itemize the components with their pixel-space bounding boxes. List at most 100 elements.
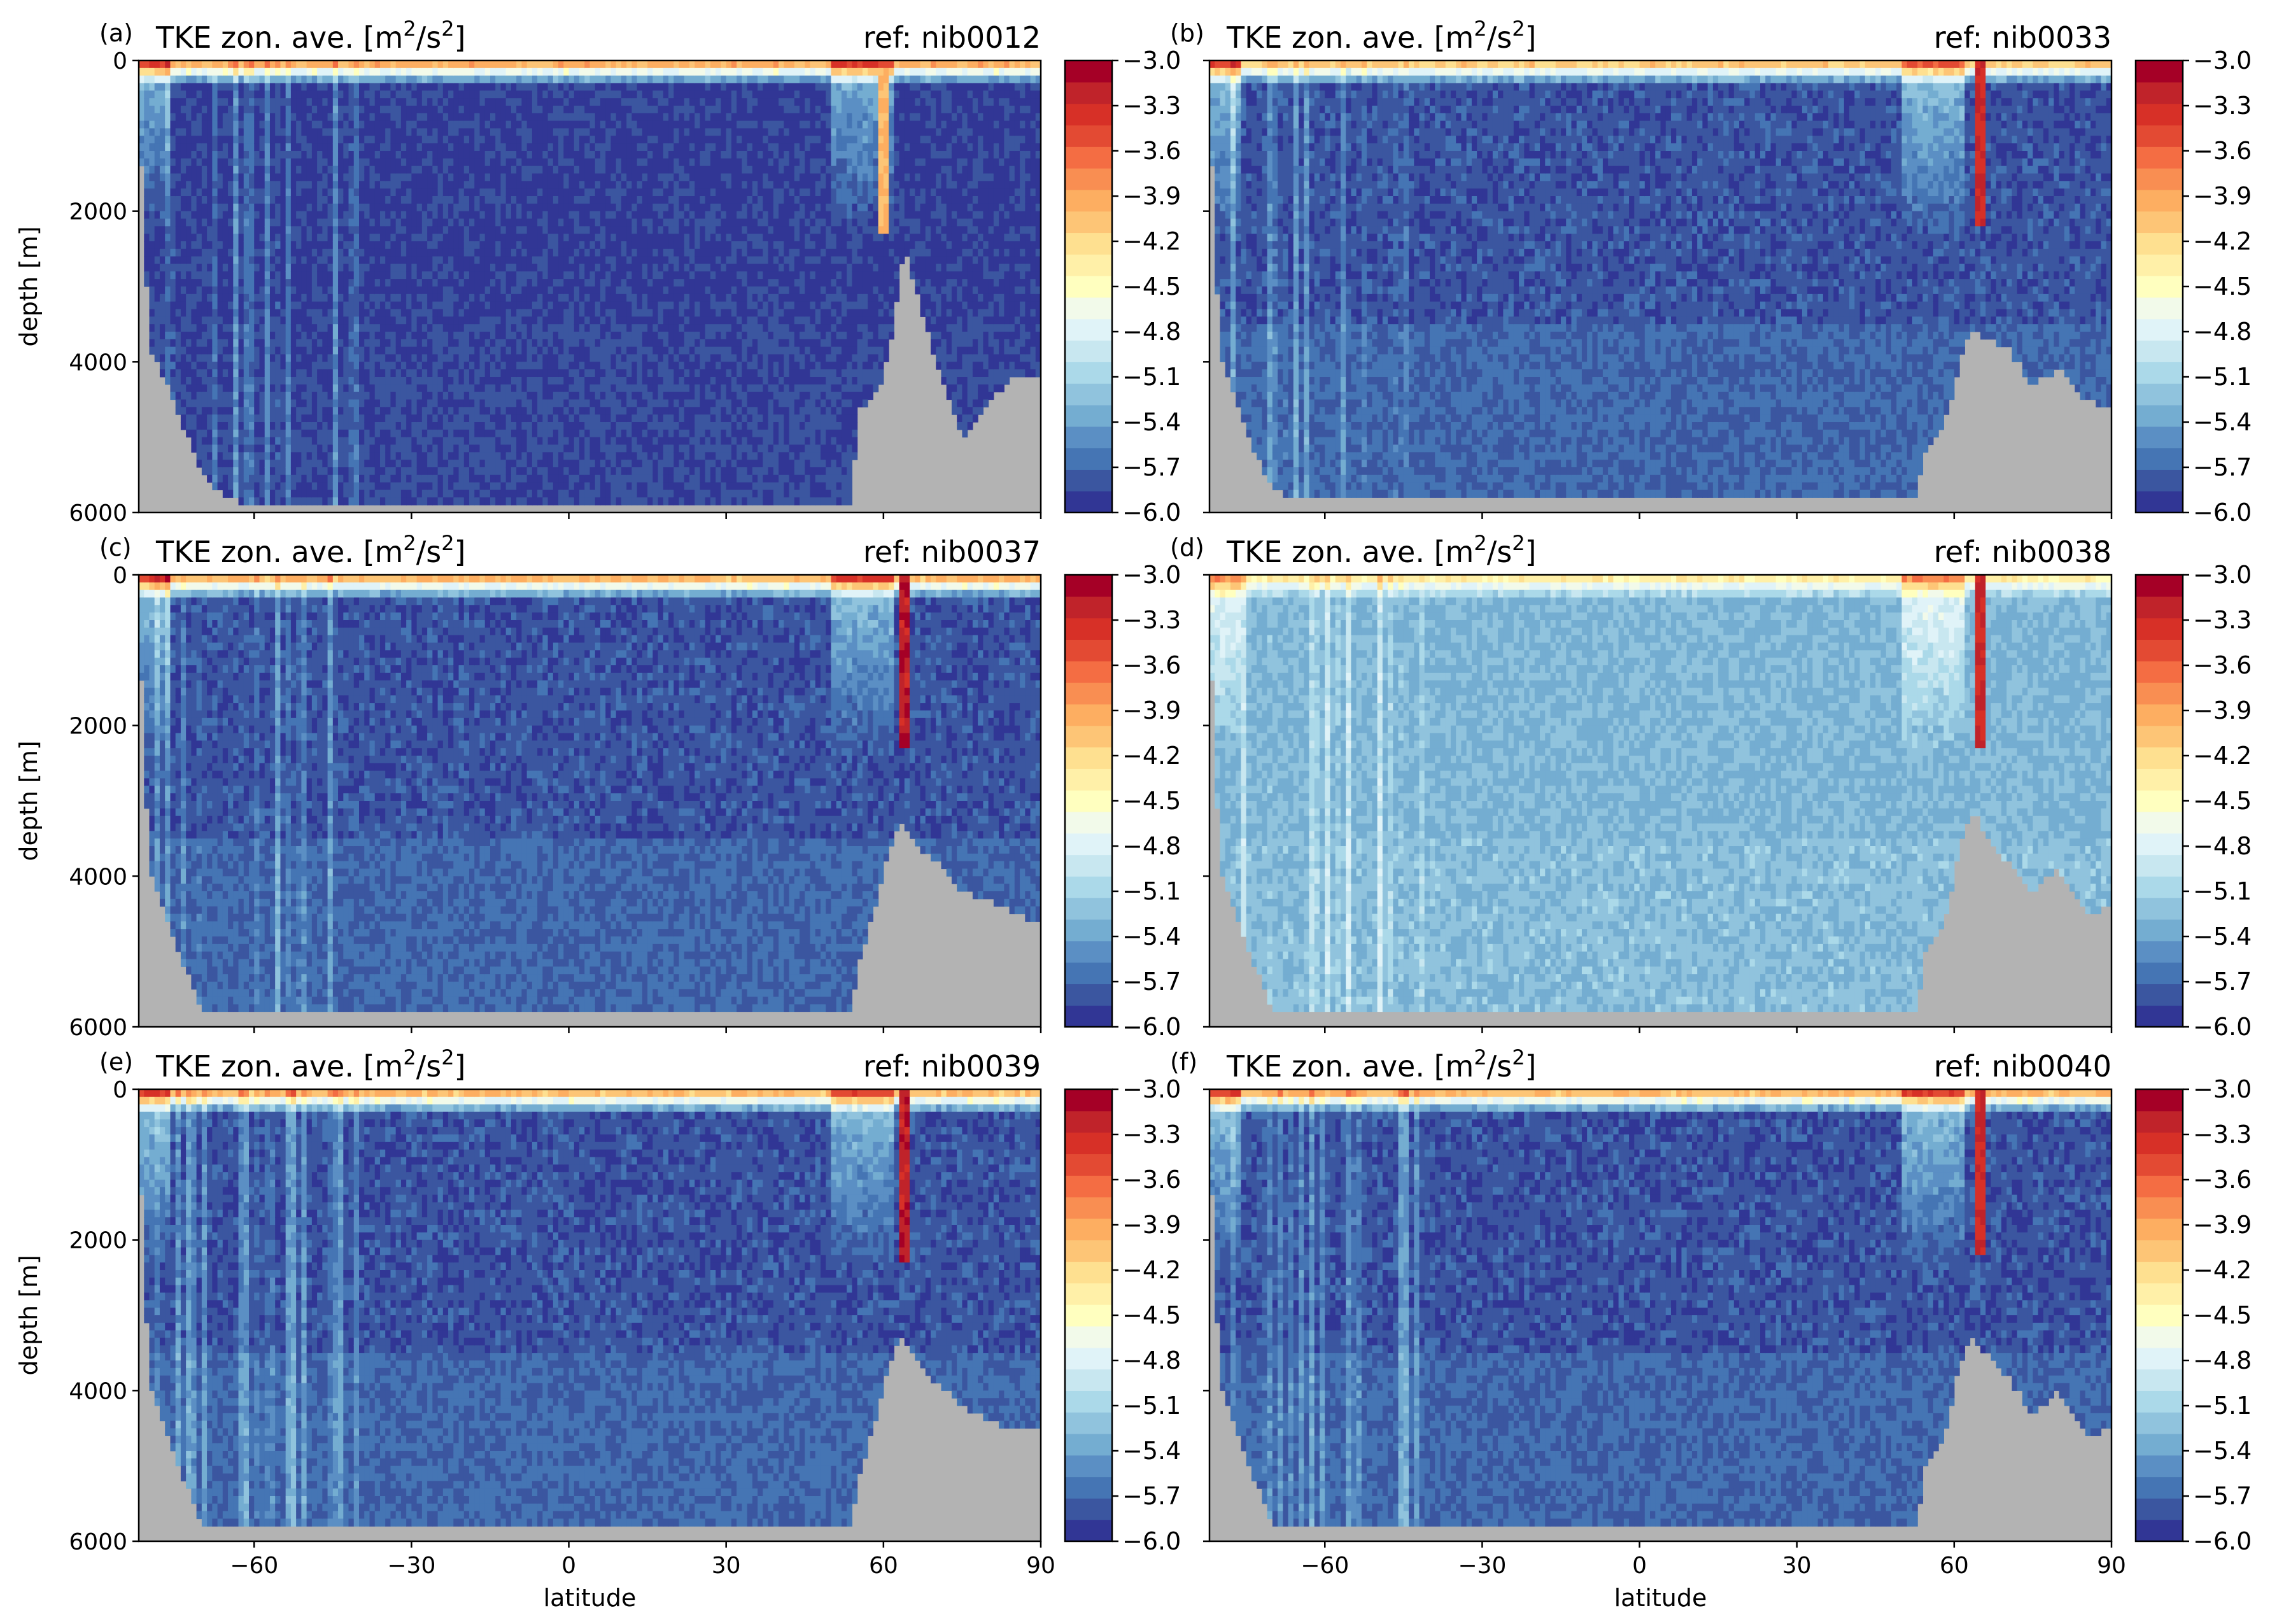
colorbar-segment: [1065, 1390, 1112, 1412]
colorbar-tick-label: −6.0: [1122, 1527, 1181, 1555]
colorbar-tick-label: −5.1: [2193, 877, 2252, 905]
colorbar-segment: [2136, 254, 2183, 276]
y-axis-label: depth [m]: [15, 740, 43, 861]
colorbar-segment: [1065, 1283, 1112, 1304]
colorbar-tick-label: −3.0: [1122, 46, 1181, 74]
colorbar-segment: [1065, 790, 1112, 812]
colorbar-segment: [2136, 597, 2183, 618]
colorbar-segment: [1065, 190, 1112, 211]
colorbar-tick-label: −6.0: [1122, 1013, 1181, 1041]
colorbar-segment: [1065, 341, 1112, 362]
colorbar-segment: [2136, 704, 2183, 726]
colorbar-segment: [1065, 491, 1112, 512]
colorbar-tick-label: −5.1: [2193, 1392, 2252, 1420]
panel-reference: ref: nib0012: [863, 20, 1041, 55]
colorbar-segment: [1065, 427, 1112, 448]
panel-title: TKE zon. ave. [m2/s2]: [1226, 531, 1537, 569]
colorbar-tick-label: −5.7: [2193, 1482, 2252, 1510]
colorbar-segment: [1065, 1089, 1112, 1111]
colorbar-segment: [1065, 319, 1112, 341]
colorbar-tick-label: −3.9: [2193, 696, 2252, 724]
colorbar-segment: [1065, 1304, 1112, 1326]
colorbar-segment: [2136, 146, 2183, 168]
y-tick-label: 6000: [69, 1529, 127, 1555]
panel-reference: ref: nib0037: [863, 535, 1041, 569]
colorbar-segment: [2136, 1434, 2183, 1455]
colorbar-segment: [2136, 661, 2183, 682]
colorbar-tick-label: −5.7: [2193, 453, 2252, 481]
colorbar-segment: [2136, 639, 2183, 661]
colorbar-segment: [1065, 941, 1112, 963]
colorbar-tick-label: −3.9: [1122, 696, 1181, 724]
colorbar-tick-label: −3.0: [1122, 561, 1181, 589]
x-tick-label: 0: [561, 1553, 576, 1579]
colorbar: −3.0−3.3−3.6−3.9−4.2−4.5−4.8−5.1−5.4−5.7…: [1065, 561, 1181, 1041]
colorbar-segment: [2136, 812, 2183, 833]
colorbar-segment: [2136, 1455, 2183, 1477]
x-tick-label: 60: [1940, 1553, 1969, 1579]
colorbar-segment: [1065, 146, 1112, 168]
colorbar-segment: [1065, 1520, 1112, 1541]
y-tick-label: 6000: [69, 500, 127, 526]
colorbar-segment: [2136, 276, 2183, 297]
colorbar-segment: [1065, 254, 1112, 276]
x-tick-label: −60: [1301, 1553, 1349, 1579]
panel-title: TKE zon. ave. [m2/s2]: [1226, 17, 1537, 55]
y-tick-label: 4000: [69, 864, 127, 890]
x-tick-label: 90: [1026, 1553, 1055, 1579]
colorbar-segment: [2136, 1498, 2183, 1520]
colorbar-segment: [1065, 405, 1112, 427]
colorbar-tick-label: −4.5: [1122, 787, 1181, 815]
colorbar-segment: [1065, 984, 1112, 1005]
colorbar-segment: [1065, 597, 1112, 618]
colorbar-segment: [2136, 1304, 2183, 1326]
panel-title: TKE zon. ave. [m2/s2]: [155, 17, 466, 55]
colorbar-tick-label: −3.0: [1122, 1075, 1181, 1103]
colorbar-segment: [1065, 297, 1112, 319]
colorbar-tick-label: −5.4: [1122, 408, 1181, 436]
y-tick-label: 2000: [69, 199, 127, 225]
colorbar-segment: [1065, 618, 1112, 640]
colorbar-segment: [2136, 575, 2183, 597]
colorbar-segment: [2136, 297, 2183, 319]
colorbar-segment: [1065, 768, 1112, 790]
colorbar-segment: [1065, 1175, 1112, 1197]
colorbar-segment: [1065, 1434, 1112, 1455]
colorbar-tick-label: −3.6: [1122, 137, 1181, 165]
colorbar-segment: [2136, 168, 2183, 190]
colorbar-segment: [1065, 82, 1112, 104]
colorbar-segment: [1065, 1455, 1112, 1477]
colorbar-segment: [2136, 319, 2183, 341]
colorbar-segment: [1065, 383, 1112, 405]
panel-letter: (f): [1170, 1048, 1197, 1076]
colorbar-segment: [2136, 60, 2183, 82]
colorbar: −3.0−3.3−3.6−3.9−4.2−4.5−4.8−5.1−5.4−5.7…: [1065, 46, 1181, 526]
colorbar-segment: [2136, 768, 2183, 790]
colorbar-segment: [2136, 1197, 2183, 1218]
colorbar-tick-label: −4.2: [2193, 742, 2252, 770]
colorbar-segment: [1065, 747, 1112, 768]
colorbar-tick-label: −3.9: [2193, 1211, 2252, 1239]
colorbar-segment: [1065, 704, 1112, 726]
panel-letter: (d): [1170, 533, 1204, 561]
panel-letter: (e): [99, 1048, 133, 1076]
colorbar-segment: [2136, 855, 2183, 877]
colorbar-segment: [1065, 876, 1112, 898]
colorbar-segment: [1065, 1005, 1112, 1027]
colorbar-segment: [1065, 1412, 1112, 1434]
colorbar-tick-label: −5.1: [1122, 1392, 1181, 1420]
colorbar-tick-label: −3.0: [2193, 561, 2252, 589]
colorbar-segment: [2136, 1240, 2183, 1262]
colorbar-tick-label: −4.8: [1122, 832, 1181, 860]
colorbar: −3.0−3.3−3.6−3.9−4.2−4.5−4.8−5.1−5.4−5.7…: [1065, 1075, 1181, 1555]
colorbar-segment: [2136, 1520, 2183, 1541]
colorbar-segment: [2136, 232, 2183, 254]
colorbar-segment: [2136, 984, 2183, 1005]
colorbar-tick-label: −3.6: [2193, 137, 2252, 165]
colorbar-tick-label: −5.1: [2193, 363, 2252, 391]
y-tick-label: 0: [113, 48, 127, 74]
colorbar-segment: [1065, 898, 1112, 919]
